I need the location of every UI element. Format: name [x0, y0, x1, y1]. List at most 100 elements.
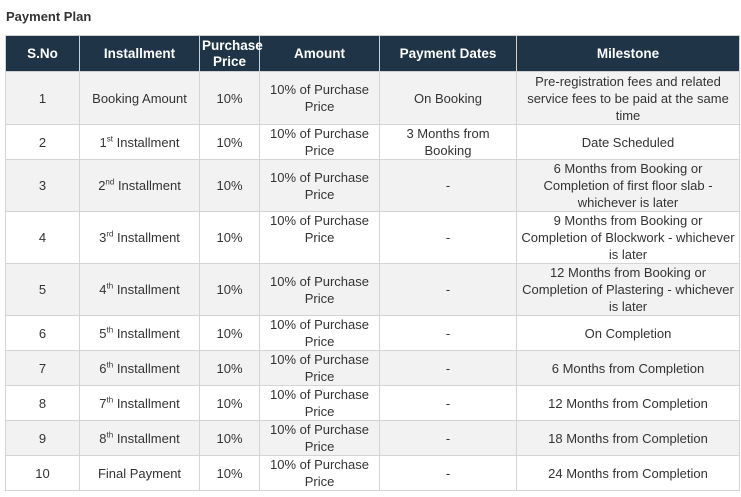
cell-amount: 10% of Purchase Price	[259, 455, 380, 491]
installment-suffix: Installment	[112, 134, 180, 150]
table-row: 8 7th Installment 10% 10% of Purchase Price…	[5, 385, 740, 421]
table-row: 6 5th Installment 10% 10% of Purchase Price…	[5, 315, 740, 351]
cell-amount: 10% of Purchase Price	[259, 159, 380, 212]
installment-label: 4	[99, 282, 107, 297]
cell-payment-date: -	[379, 159, 517, 212]
cell-milestone: 24 Months from Completion	[516, 455, 740, 491]
cell-payment-date: On Booking	[379, 71, 517, 125]
installment-label: 7	[99, 395, 107, 411]
cell-milestone: 9 Months from Booking or Completion of B…	[516, 211, 740, 264]
cell-milestone: Date Scheduled	[516, 124, 740, 160]
cell-amount: 10% of Purchase Price	[259, 385, 380, 421]
table-row: 3 2nd Installment 10% 10% of Purchase Price…	[5, 159, 740, 212]
cell-sno: 1	[5, 71, 80, 125]
installment-suffix: Installment	[113, 230, 180, 245]
cell-purchase-price: 10%	[199, 159, 260, 212]
cell-installment: 6th Installment	[79, 350, 200, 386]
cell-payment-date: -	[379, 211, 517, 264]
table-row: 7 6th Installment 10% 10% of Purchase Price…	[5, 350, 740, 386]
header-payment-dates: Payment Dates	[379, 35, 517, 72]
cell-payment-date: -	[379, 420, 517, 456]
cell-sno: 10	[5, 455, 80, 491]
cell-sno: 6	[5, 315, 80, 351]
cell-sno: 2	[5, 124, 80, 160]
header-milestone: Milestone	[516, 35, 740, 72]
cell-milestone: 12 Months from Booking or Completion of …	[516, 263, 740, 316]
installment-label: Booking Amount	[92, 90, 187, 106]
cell-milestone: 6 Months from Booking or Completion of f…	[516, 159, 740, 212]
cell-sno: 9	[5, 420, 80, 456]
table-row: 10 Final Payment 10% 10% of Purchase Price -…	[5, 455, 740, 491]
cell-amount: 10% of Purchase Price	[259, 350, 380, 386]
table-row: 9 8th Installment 10% 10% of Purchase Price…	[5, 420, 740, 456]
cell-payment-date: 3 Months from Booking	[379, 124, 517, 160]
table-row: 2 1st Installment 10% 10% of Purchase Price…	[5, 124, 740, 160]
cell-sno: 3	[5, 159, 80, 212]
cell-installment: 8th Installment	[79, 420, 200, 456]
ordinal-suffix: th	[106, 281, 114, 291]
cell-amount: 10% of Purchase Price	[259, 124, 380, 160]
header-amount: Amount	[259, 35, 380, 72]
installment-suffix: Installment	[113, 395, 180, 411]
installment-label: 1	[99, 134, 107, 150]
page-title: Payment Plan	[6, 9, 92, 24]
cell-amount: 10% of Purchase Price	[259, 263, 380, 316]
cell-purchase-price: 10%	[199, 263, 260, 316]
cell-sno: 7	[5, 350, 80, 386]
ordinal-suffix: th	[106, 325, 114, 335]
cell-purchase-price: 10%	[199, 455, 260, 491]
ordinal-suffix: nd	[105, 177, 115, 187]
ordinal-suffix: st	[106, 134, 113, 144]
ordinal-suffix: th	[106, 395, 114, 405]
installment-suffix: Installment	[113, 282, 180, 297]
cell-milestone: Pre-registration fees and related servic…	[516, 71, 740, 125]
table-row: 5 4th Installment 10% 10% of Purchase Price…	[5, 263, 740, 316]
cell-payment-date: -	[379, 350, 517, 386]
cell-installment: 4th Installment	[79, 263, 200, 316]
cell-installment: Final Payment	[79, 455, 200, 491]
table-row: 1 Booking Amount 10% 10% of Purchase Price O…	[5, 71, 740, 125]
cell-milestone: 12 Months from Completion	[516, 385, 740, 421]
header-installment: Installment	[79, 35, 200, 72]
table-header-row: S.No Installment Purchase Price Amount P…	[5, 35, 740, 72]
cell-purchase-price: 10%	[199, 315, 260, 351]
ordinal-suffix: rd	[106, 229, 114, 239]
payment-plan-table: S.No Installment Purchase Price Amount P…	[5, 35, 740, 491]
cell-purchase-price: 10%	[199, 385, 260, 421]
cell-installment: Booking Amount	[79, 71, 200, 125]
cell-milestone: On Completion	[516, 315, 740, 351]
cell-installment: 3rd Installment	[79, 211, 200, 264]
cell-sno: 5	[5, 263, 80, 316]
cell-installment: 7th Installment	[79, 385, 200, 421]
installment-label: 3	[99, 230, 107, 245]
header-sno: S.No	[5, 35, 80, 72]
cell-purchase-price: 10%	[199, 71, 260, 125]
installment-suffix: Installment	[114, 178, 181, 193]
cell-amount: 10% of Purchase Price	[259, 211, 380, 264]
cell-purchase-price: 10%	[199, 211, 260, 264]
installment-label: 8	[99, 430, 107, 446]
ordinal-suffix: th	[106, 430, 114, 440]
cell-sno: 4	[5, 211, 80, 264]
cell-milestone: 6 Months from Completion	[516, 350, 740, 386]
cell-amount: 10% of Purchase Price	[259, 420, 380, 456]
cell-milestone: 18 Months from Completion	[516, 420, 740, 456]
installment-label: 2	[98, 178, 106, 193]
cell-payment-date: -	[379, 455, 517, 491]
installment-suffix: Installment	[113, 430, 180, 446]
cell-payment-date: -	[379, 385, 517, 421]
cell-amount: 10% of Purchase Price	[259, 315, 380, 351]
cell-purchase-price: 10%	[199, 350, 260, 386]
header-purchase-price: Purchase Price	[199, 35, 263, 72]
cell-purchase-price: 10%	[199, 124, 260, 160]
table-row: 4 3rd Installment 10% 10% of Purchase Price…	[5, 211, 740, 264]
installment-label: 6	[99, 360, 107, 376]
cell-payment-date: -	[379, 263, 517, 316]
cell-installment: 5th Installment	[79, 315, 200, 351]
cell-installment: 1st Installment	[79, 124, 200, 160]
cell-installment: 2nd Installment	[79, 159, 200, 212]
installment-label: Final Payment	[97, 465, 182, 481]
installment-suffix: Installment	[113, 325, 180, 341]
cell-payment-date: -	[379, 315, 517, 351]
installment-suffix: Installment	[113, 360, 180, 376]
